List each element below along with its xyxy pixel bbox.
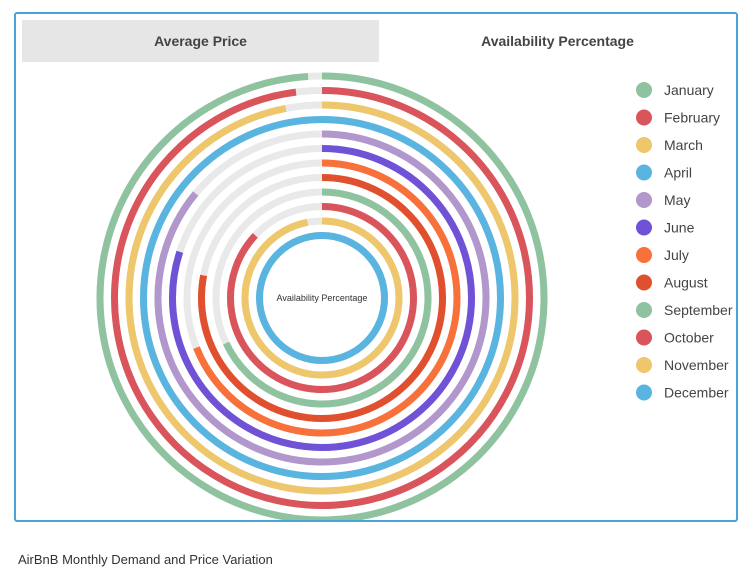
center-label: Availability Percentage (277, 293, 368, 303)
legend-label-july[interactable]: July (664, 247, 689, 263)
legend-label-march[interactable]: March (664, 137, 703, 153)
bar-june[interactable] (169, 145, 475, 451)
chart-card: Average Price Availability Percentage Av… (14, 12, 738, 522)
legend-marker-march[interactable] (636, 137, 652, 153)
bar-april[interactable] (140, 116, 504, 481)
bar-december[interactable] (256, 232, 388, 365)
legend-marker-october[interactable] (636, 329, 652, 346)
tab-availability-percentage[interactable]: Availability Percentage (379, 20, 736, 62)
legend-label-april[interactable]: April (664, 165, 692, 181)
legend-label-february[interactable]: February (664, 110, 720, 126)
bar-may[interactable] (154, 130, 490, 466)
legend-marker-august[interactable] (636, 274, 652, 291)
tab-bar: Average Price Availability Percentage (22, 20, 736, 62)
legend-label-june[interactable]: June (664, 220, 695, 236)
tab-average-price[interactable]: Average Price (22, 20, 379, 62)
legend-marker-december[interactable] (636, 384, 652, 401)
legend-label-november[interactable]: November (664, 357, 729, 373)
bar-september[interactable] (222, 188, 432, 408)
legend-marker-may[interactable] (636, 192, 652, 208)
bar-november[interactable] (241, 217, 403, 379)
legend-label-october[interactable]: October (664, 330, 714, 346)
chart-caption: AirBnB Monthly Demand and Price Variatio… (18, 552, 273, 567)
legend-marker-september[interactable] (636, 302, 652, 318)
legend-marker-july[interactable] (636, 247, 652, 263)
legend-marker-june[interactable] (636, 219, 652, 236)
bar-january[interactable] (96, 72, 548, 520)
legend-label-january[interactable]: January (664, 82, 714, 98)
legend-marker-february[interactable] (636, 109, 652, 126)
legend-marker-january[interactable] (636, 82, 652, 98)
legend-label-september[interactable]: September (664, 302, 733, 318)
legend-label-december[interactable]: December (664, 385, 729, 401)
bar-february[interactable] (111, 87, 533, 509)
bar-march[interactable] (125, 101, 519, 495)
bar-august[interactable] (198, 174, 446, 422)
legend-label-august[interactable]: August (664, 275, 708, 291)
bar-july[interactable] (193, 159, 461, 437)
radial-bar-chart: Availability Percentage January February Ma… (96, 72, 733, 520)
bar-october[interactable] (227, 203, 417, 393)
legend-marker-april[interactable] (636, 164, 652, 181)
legend-marker-november[interactable] (636, 357, 652, 373)
legend-label-may[interactable]: May (664, 192, 690, 208)
